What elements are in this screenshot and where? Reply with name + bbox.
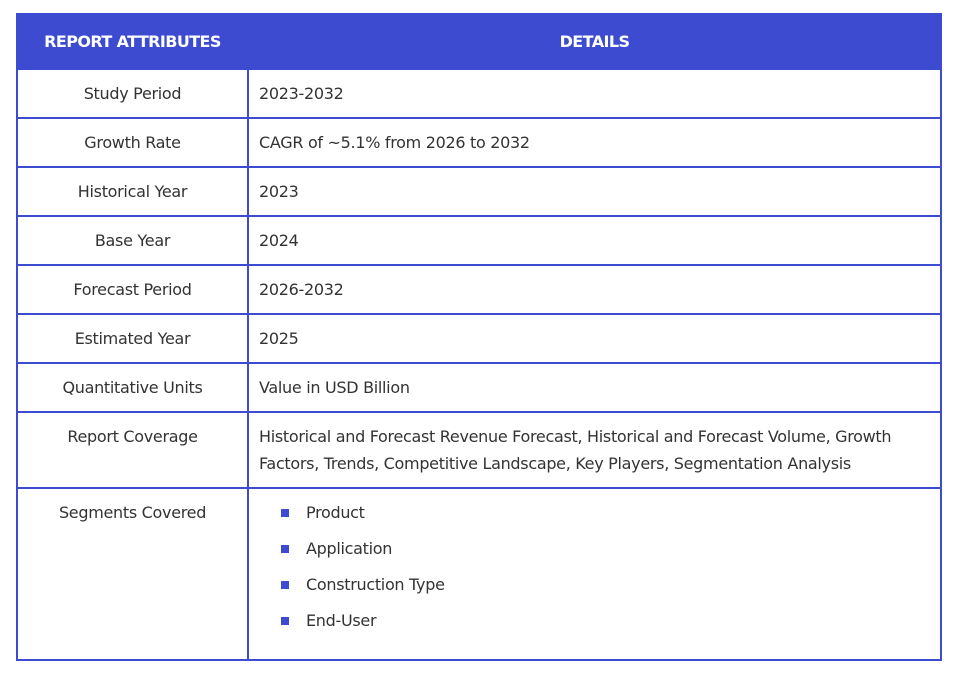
details-cell: CAGR of ~5.1% from 2026 to 2032 xyxy=(247,117,942,168)
segment-item: End-User xyxy=(281,607,930,634)
table-row: Report Coverage Historical and Forecast R… xyxy=(16,411,942,489)
table-row: Quantitative Units Value in USD Billion xyxy=(16,362,942,413)
header-cell: DETAILS xyxy=(247,13,942,70)
attribute-cell: Growth Rate xyxy=(16,117,249,168)
details-cell: 2024 xyxy=(247,215,942,266)
attribute-cell: Base Year xyxy=(16,215,249,266)
table-row: Growth Rate CAGR of ~5.1% from 2026 to 20… xyxy=(16,117,942,168)
attribute-cell: Historical Year xyxy=(16,166,249,217)
table-row: Historical Year 2023 xyxy=(16,166,942,217)
segment-item: Application xyxy=(281,535,930,562)
table-row: Segments Covered Product Application Constr… xyxy=(16,487,942,661)
attribute-cell: Forecast Period xyxy=(16,264,249,315)
table-row: Forecast Period 2026-2032 xyxy=(16,264,942,315)
attribute-cell: Estimated Year xyxy=(16,313,249,364)
header-row: REPORT ATTRIBUTES DETAILS xyxy=(16,13,942,70)
details-cell: Historical and Forecast Revenue Forecast… xyxy=(247,411,942,489)
segment-item: Product xyxy=(281,499,930,526)
details-cell: Product Application Construction Type End-U… xyxy=(247,487,942,661)
table-row: Study Period 2023-2032 xyxy=(16,68,942,119)
table-row: Estimated Year 2025 xyxy=(16,313,942,364)
table-body: Study Period 2023-2032 Growth Rate CAGR of … xyxy=(16,68,942,661)
details-cell: Value in USD Billion xyxy=(247,362,942,413)
header-cell: REPORT ATTRIBUTES xyxy=(16,13,249,70)
segment-item: Construction Type xyxy=(281,571,930,598)
table-row: Base Year 2024 xyxy=(16,215,942,266)
details-cell: 2023 xyxy=(247,166,942,217)
attribute-cell: Quantitative Units xyxy=(16,362,249,413)
attribute-cell: Segments Covered xyxy=(16,487,249,661)
details-cell: 2025 xyxy=(247,313,942,364)
attribute-cell: Report Coverage xyxy=(16,411,249,489)
details-cell: 2023-2032 xyxy=(247,68,942,119)
segment-list: Product Application Construction Type End-U… xyxy=(259,499,930,634)
attribute-cell: Study Period xyxy=(16,68,249,119)
report-table: REPORT ATTRIBUTES DETAILS Study Period 20… xyxy=(16,13,942,661)
details-cell: 2026-2032 xyxy=(247,264,942,315)
